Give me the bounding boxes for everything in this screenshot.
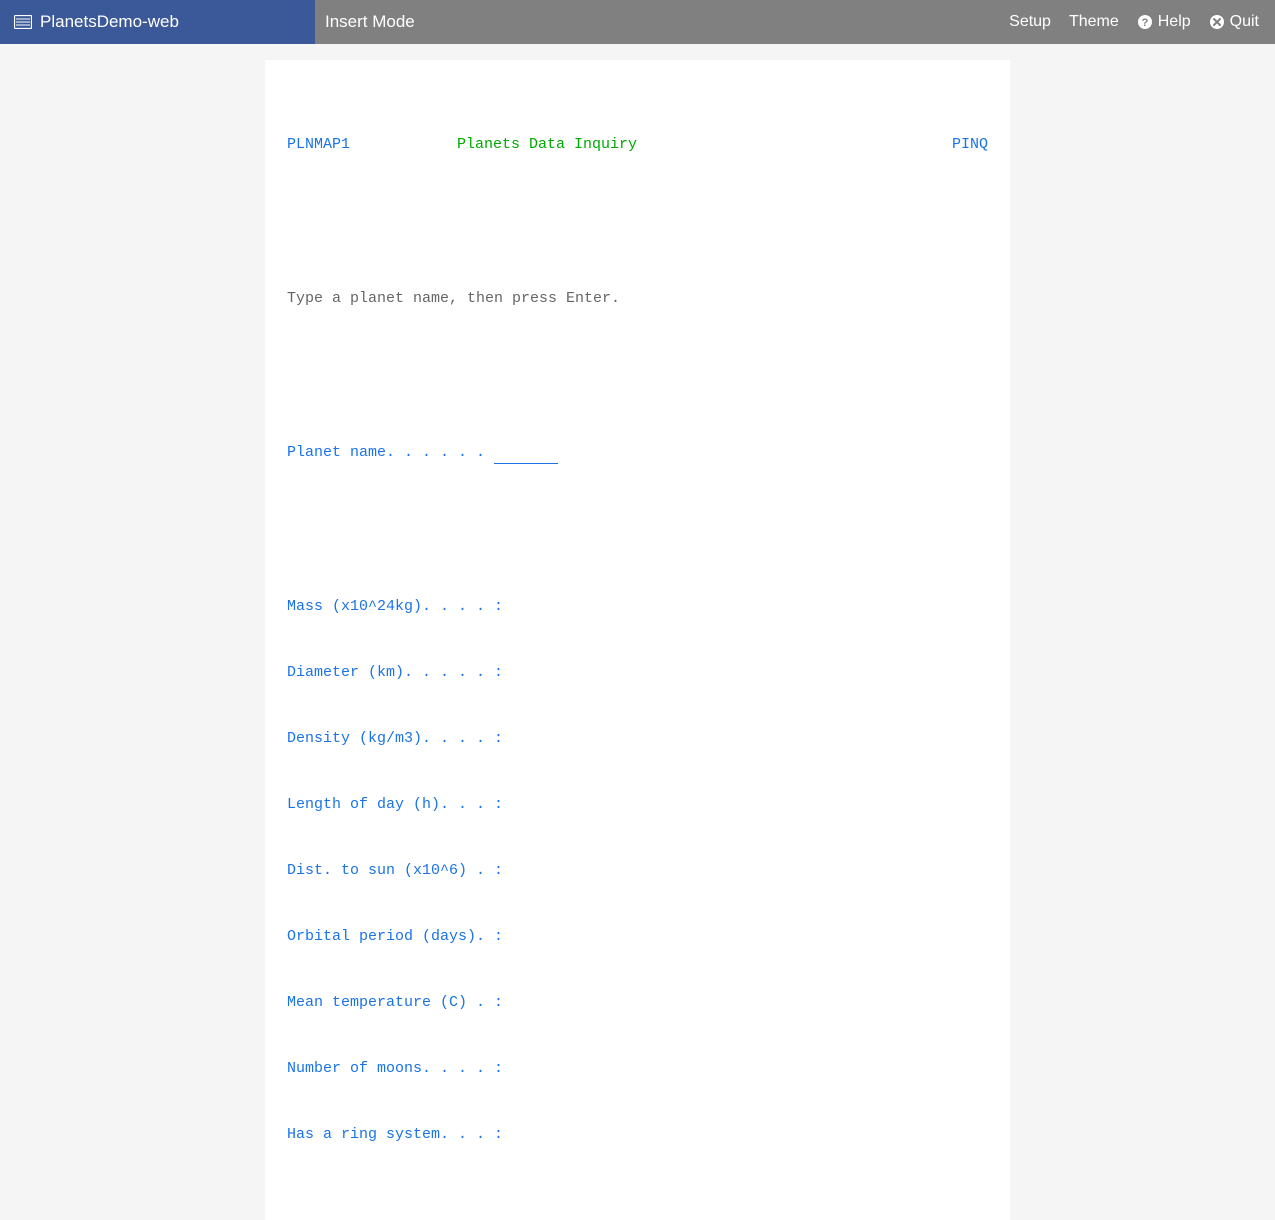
planet-name-input[interactable]	[494, 442, 558, 464]
menu-quit[interactable]: Quit	[1209, 13, 1259, 31]
planet-input-label: Planet name. . . . . .	[287, 442, 494, 464]
menu-theme[interactable]: Theme	[1069, 13, 1119, 31]
menu-quit-label: Quit	[1230, 13, 1259, 31]
top-menu: Setup Theme ? Help Quit	[1009, 13, 1275, 31]
field-density: Density (kg/m3). . . . :	[287, 728, 988, 750]
help-icon: ?	[1137, 14, 1153, 30]
field-dist-to-sun: Dist. to sun (x10^6) . :	[287, 860, 988, 882]
menu-theme-label: Theme	[1069, 13, 1119, 31]
svg-text:?: ?	[1141, 17, 1148, 29]
menu-help-label: Help	[1158, 13, 1191, 31]
mode-label: Insert Mode	[315, 12, 415, 32]
screen-code: PINQ	[952, 134, 988, 156]
field-diameter: Diameter (km). . . . . :	[287, 662, 988, 684]
top-bar: PlanetsDemo-web Insert Mode Setup Theme …	[0, 0, 1275, 44]
screen-id: PLNMAP1	[287, 134, 350, 156]
field-ring-system: Has a ring system. . . :	[287, 1124, 988, 1146]
field-orbital-period: Orbital period (days). :	[287, 926, 988, 948]
terminal-header: PLNMAP1 Planets Data Inquiry PINQ	[287, 134, 988, 156]
instruction-text: Type a planet name, then press Enter.	[287, 288, 988, 310]
screen-title: Planets Data Inquiry	[457, 134, 637, 156]
content-area: PLNMAP1 Planets Data Inquiry PINQ Type a…	[0, 44, 1275, 1220]
menu-setup[interactable]: Setup	[1009, 13, 1051, 31]
close-icon	[1209, 14, 1225, 30]
planet-input-row: Planet name. . . . . .	[287, 442, 988, 464]
field-number-of-moons: Number of moons. . . . :	[287, 1058, 988, 1080]
app-title: PlanetsDemo-web	[0, 0, 315, 44]
field-mean-temperature: Mean temperature (C) . :	[287, 992, 988, 1014]
field-length-of-day: Length of day (h). . . :	[287, 794, 988, 816]
field-mass: Mass (x10^24kg). . . . :	[287, 596, 988, 618]
app-title-text: PlanetsDemo-web	[40, 12, 179, 32]
terminal-icon	[14, 15, 32, 29]
terminal-screen: PLNMAP1 Planets Data Inquiry PINQ Type a…	[265, 60, 1010, 1220]
menu-help[interactable]: ? Help	[1137, 13, 1191, 31]
menu-setup-label: Setup	[1009, 13, 1051, 31]
